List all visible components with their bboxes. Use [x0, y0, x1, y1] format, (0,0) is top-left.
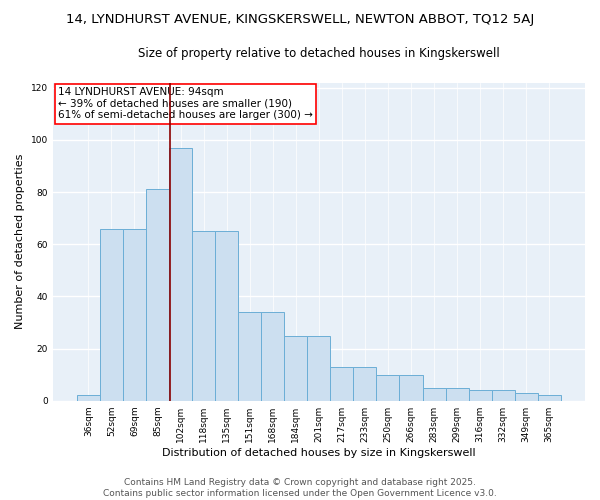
- Bar: [215, 231, 238, 400]
- X-axis label: Distribution of detached houses by size in Kingskerswell: Distribution of detached houses by size …: [162, 448, 476, 458]
- Bar: [376, 374, 400, 400]
- Title: Size of property relative to detached houses in Kingskerswell: Size of property relative to detached ho…: [138, 48, 500, 60]
- Bar: [123, 228, 146, 400]
- Bar: [284, 336, 307, 400]
- Bar: [238, 312, 261, 400]
- Bar: [538, 396, 561, 400]
- Bar: [515, 393, 538, 400]
- Bar: [307, 336, 331, 400]
- Bar: [491, 390, 515, 400]
- Bar: [100, 228, 123, 400]
- Bar: [192, 231, 215, 400]
- Bar: [169, 148, 192, 400]
- Bar: [469, 390, 491, 400]
- Text: Contains HM Land Registry data © Crown copyright and database right 2025.
Contai: Contains HM Land Registry data © Crown c…: [103, 478, 497, 498]
- Bar: [422, 388, 446, 400]
- Text: 14 LYNDHURST AVENUE: 94sqm
← 39% of detached houses are smaller (190)
61% of sem: 14 LYNDHURST AVENUE: 94sqm ← 39% of deta…: [58, 88, 313, 120]
- Bar: [146, 190, 169, 400]
- Y-axis label: Number of detached properties: Number of detached properties: [15, 154, 25, 330]
- Bar: [400, 374, 422, 400]
- Text: 14, LYNDHURST AVENUE, KINGSKERSWELL, NEWTON ABBOT, TQ12 5AJ: 14, LYNDHURST AVENUE, KINGSKERSWELL, NEW…: [66, 12, 534, 26]
- Bar: [353, 367, 376, 400]
- Bar: [77, 396, 100, 400]
- Bar: [446, 388, 469, 400]
- Bar: [331, 367, 353, 400]
- Bar: [261, 312, 284, 400]
